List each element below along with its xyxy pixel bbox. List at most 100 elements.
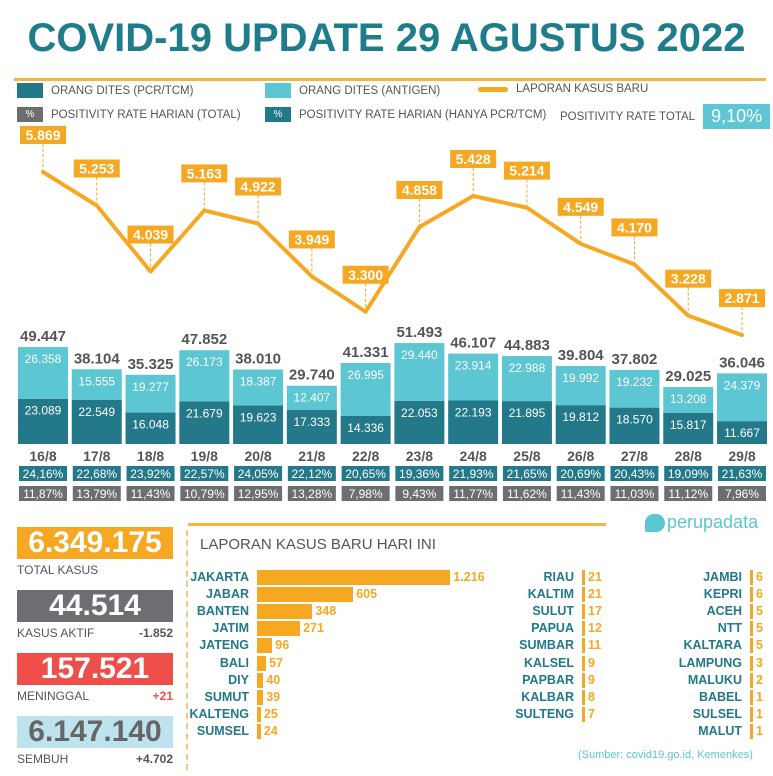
stat-change: +21 <box>152 689 173 703</box>
province-row: SUMBAR <box>428 638 578 652</box>
stat-caption: MENINGGAL +21 <box>17 689 173 703</box>
cases-label: 3.300 <box>348 267 383 283</box>
logo-text: perupadata <box>667 512 759 532</box>
cases-label: 5.869 <box>25 127 60 143</box>
rate-pcr-label: 22,12% <box>291 467 332 481</box>
province-name: MALUKU <box>687 672 742 687</box>
province-name: SULTENG <box>515 706 574 721</box>
x-tick-label: 17/8 <box>83 448 110 464</box>
province-row: KALTARA <box>596 638 746 652</box>
cases-label: 5.214 <box>509 163 544 179</box>
rate-pcr-box <box>126 466 175 481</box>
province-value: 24 <box>263 723 278 738</box>
province-bar <box>750 706 753 722</box>
province-row: KALBAR <box>428 690 578 704</box>
stat-label: KASUS AKTIF <box>17 626 95 640</box>
province-value: 5 <box>756 604 763 619</box>
x-tick-label: 18/8 <box>137 448 164 464</box>
province-bar <box>582 672 585 688</box>
cases-label-box <box>342 265 389 284</box>
rate-pcr-label: 19,09% <box>668 467 709 481</box>
rate-total-label: 7,98% <box>349 487 383 501</box>
province-row: SULTENG <box>428 707 578 721</box>
stat-label: TOTAL KASUS <box>17 563 99 577</box>
province-value: 1.216 <box>453 570 485 584</box>
province-row: KALTIM <box>428 587 578 601</box>
province-name: LAMPUNG <box>678 655 742 670</box>
province-bar <box>750 655 753 671</box>
legend-pcr: ORANG DITES (PCR/TCM) <box>17 83 193 98</box>
bar-pcr-label: 18.570 <box>616 413 653 427</box>
rate-pcr-label: 23,92% <box>130 467 171 481</box>
province-row: RIAU <box>428 570 578 584</box>
province-name: PAPUA <box>531 621 574 636</box>
stat-label: MENINGGAL <box>17 689 90 703</box>
legend-rate-pcr: % POSITIVITY RATE HARIAN (HANYA PCR/TCM) <box>265 107 546 122</box>
province-row: SULSEL <box>596 707 746 721</box>
rate-pcr-label: 24,05% <box>238 467 279 481</box>
bar-antigen-label: 26.358 <box>25 352 62 366</box>
province-name: KEPRI <box>703 587 742 602</box>
province-name: BALI <box>219 655 249 670</box>
province-name: KALBAR <box>521 689 574 704</box>
cases-label-box <box>181 164 228 183</box>
rate-pcr-label: 21,63% <box>722 467 763 481</box>
bar-pcr-label: 14.336 <box>347 421 384 435</box>
x-tick-label: 29/8 <box>728 448 755 464</box>
province-name: BABEL <box>698 689 742 704</box>
bar-pcr <box>179 401 230 444</box>
bar-antigen-label: 15.555 <box>78 374 115 388</box>
province-bar <box>750 689 753 705</box>
province-bar <box>582 638 585 654</box>
rate-pcr-label: 21,93% <box>453 467 494 481</box>
cases-label-box <box>557 197 604 216</box>
bar-antigen <box>555 365 606 406</box>
legend-rate-total-label: POSITIVITY RATE HARIAN (TOTAL) <box>51 108 241 121</box>
province-name: SULSEL <box>692 706 742 721</box>
province-row: KALSEL <box>428 656 578 670</box>
province-value: 3 <box>756 655 763 670</box>
province-name: ACEH <box>706 604 742 619</box>
province-bar <box>257 621 301 637</box>
province-name: JAMBI <box>703 570 742 584</box>
rate-total-label: 9,43% <box>402 487 436 501</box>
bar-antigen-label: 13.208 <box>670 392 707 406</box>
province-name: JABAR <box>205 587 249 602</box>
stat-caption: SEMBUH +4.702 <box>17 752 173 766</box>
bar-pcr-label: 19.623 <box>240 411 277 425</box>
province-value: 39 <box>266 689 281 704</box>
bar-antigen <box>71 369 122 400</box>
rate-pcr-box <box>287 466 336 481</box>
province-name: JAKARTA <box>190 570 249 584</box>
rate-pcr-box <box>449 466 498 481</box>
bar-pcr-label: 23.089 <box>25 404 62 418</box>
rate-total-label: 11,12% <box>668 487 708 501</box>
bar-antigen <box>394 343 445 401</box>
rate-total-label: 11,43% <box>131 487 171 501</box>
province-bar <box>750 723 753 739</box>
province-row: JATIM <box>103 621 253 635</box>
province-value: 271 <box>303 621 324 636</box>
rate-pcr-label: 20,69% <box>560 467 601 481</box>
cases-line-swatch <box>478 86 508 92</box>
province-row: NTT <box>596 621 746 635</box>
bar-pcr <box>286 410 337 444</box>
rate-total-label: 10,79% <box>184 487 225 501</box>
bar-pcr-label: 22.549 <box>78 405 115 419</box>
bar-total-label: 44.883 <box>504 337 550 354</box>
bar-total-label: 46.107 <box>450 335 496 352</box>
bar-antigen-label: 18.387 <box>240 375 277 389</box>
province-bar <box>750 587 753 603</box>
province-row: ACEH <box>596 604 746 618</box>
cases-label-box <box>719 289 766 308</box>
logo: perupadata <box>645 512 758 533</box>
legend-rate-total: % POSITIVITY RATE HARIAN (TOTAL) <box>17 107 241 122</box>
province-value: 12 <box>588 621 602 636</box>
province-bar <box>582 604 585 620</box>
province-bar <box>257 689 264 705</box>
bar-pcr <box>233 405 284 444</box>
x-tick-label: 23/8 <box>406 448 433 464</box>
legend-antigen: ORANG DITES (ANTIGEN) <box>265 83 440 98</box>
legend-cases-label: LAPORAN KASUS BARU <box>516 83 649 95</box>
legend-rate-pcr-label: POSITIVITY RATE HARIAN (HANYA PCR/TCM) <box>299 108 547 121</box>
